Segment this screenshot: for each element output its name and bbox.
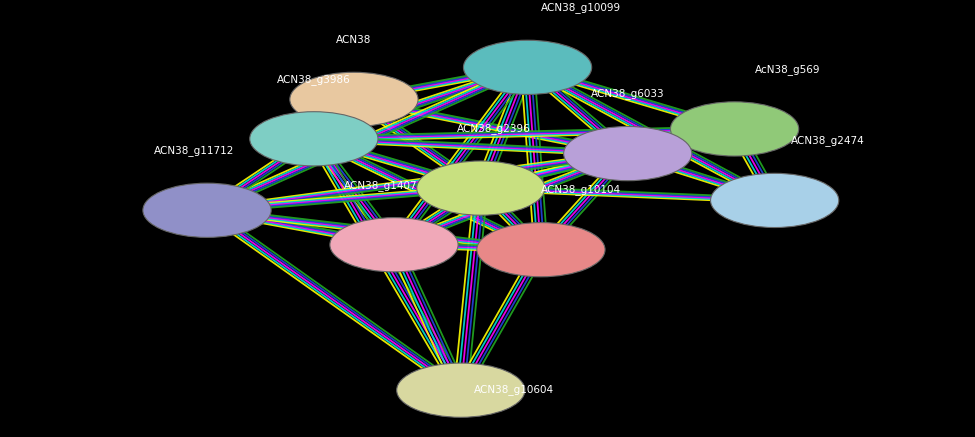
- Text: ACN38_g1407: ACN38_g1407: [344, 180, 417, 191]
- Ellipse shape: [711, 173, 838, 228]
- Text: ACN38_g2396: ACN38_g2396: [457, 123, 531, 134]
- Ellipse shape: [416, 161, 545, 215]
- Ellipse shape: [671, 102, 799, 156]
- Ellipse shape: [397, 363, 525, 417]
- Text: ACN38_g10604: ACN38_g10604: [474, 384, 554, 395]
- Text: ACN38_g3986: ACN38_g3986: [277, 74, 351, 85]
- Text: ACN38_g10099: ACN38_g10099: [541, 2, 621, 13]
- Text: AcN38_g569: AcN38_g569: [756, 64, 821, 75]
- Ellipse shape: [290, 72, 418, 126]
- Ellipse shape: [477, 222, 605, 277]
- Ellipse shape: [143, 183, 271, 237]
- Ellipse shape: [330, 218, 458, 272]
- Ellipse shape: [564, 126, 692, 180]
- Ellipse shape: [463, 40, 592, 94]
- Text: ACN38_g10104: ACN38_g10104: [541, 184, 621, 195]
- Text: ACN38_g2474: ACN38_g2474: [791, 135, 865, 146]
- Text: ACN38_g6033: ACN38_g6033: [591, 88, 665, 99]
- Text: ACN38_g11712: ACN38_g11712: [153, 145, 234, 156]
- Text: ACN38: ACN38: [336, 35, 371, 45]
- Ellipse shape: [250, 112, 378, 166]
